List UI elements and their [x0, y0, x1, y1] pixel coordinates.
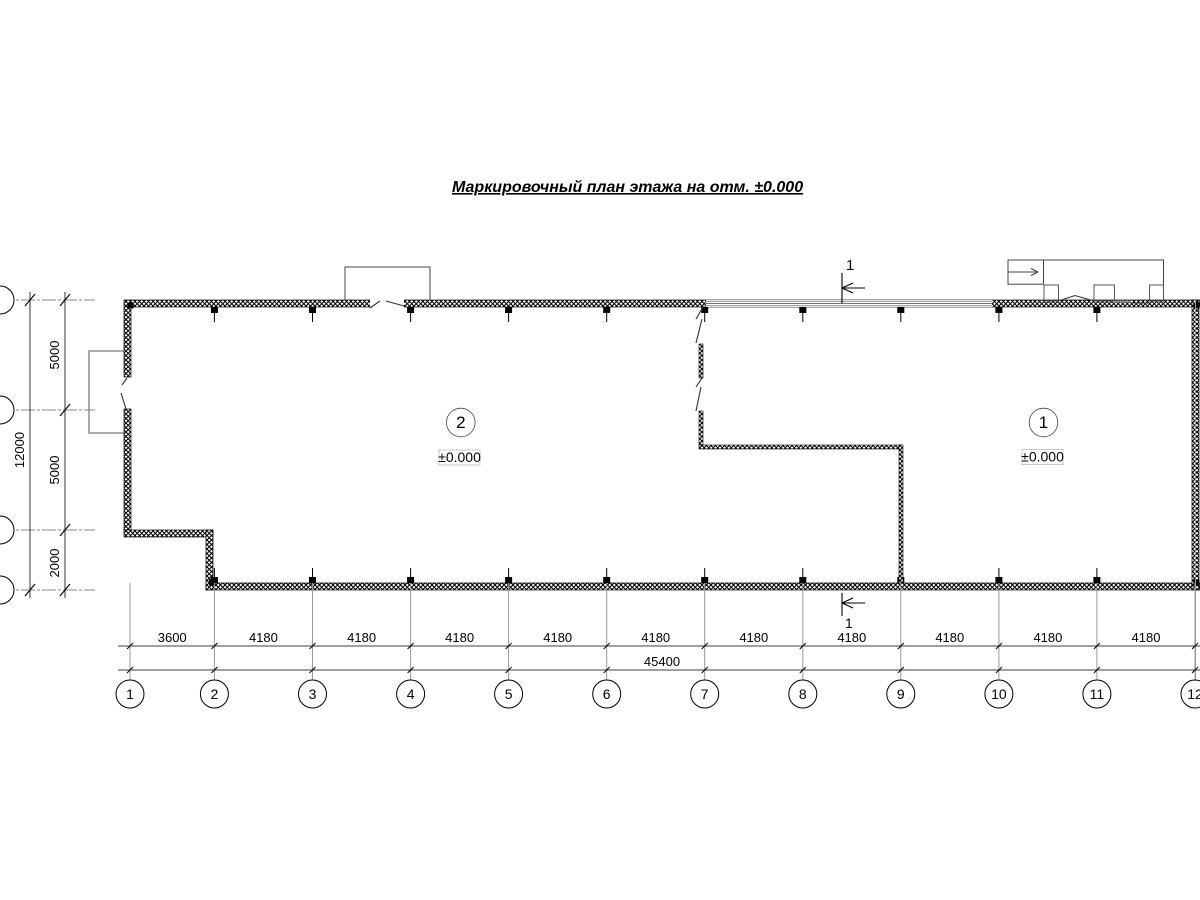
svg-text:4180: 4180 [1132, 630, 1161, 645]
svg-text:Маркировочный план этажа на от: Маркировочный план этажа на отм. ±0.000 [452, 179, 803, 196]
svg-text:11: 11 [1090, 686, 1105, 702]
svg-text:3: 3 [309, 686, 317, 702]
svg-text:2: 2 [456, 413, 465, 432]
svg-text:5000: 5000 [47, 341, 62, 370]
svg-text:5000: 5000 [47, 456, 62, 485]
svg-text:4180: 4180 [641, 630, 670, 645]
svg-text:6: 6 [603, 686, 611, 702]
svg-text:4180: 4180 [935, 630, 964, 645]
svg-text:4180: 4180 [1033, 630, 1062, 645]
svg-text:1: 1 [126, 686, 134, 702]
svg-text:4180: 4180 [249, 630, 278, 645]
svg-text:1: 1 [1039, 413, 1048, 432]
svg-text:±0.000: ±0.000 [1021, 449, 1064, 465]
svg-text:8: 8 [799, 686, 807, 702]
svg-text:4180: 4180 [837, 630, 866, 645]
svg-text:7: 7 [701, 686, 709, 702]
svg-text:2000: 2000 [47, 549, 62, 578]
svg-text:10: 10 [991, 686, 1007, 702]
svg-text:3600: 3600 [158, 630, 187, 645]
svg-text:4180: 4180 [543, 630, 572, 645]
svg-text:4180: 4180 [739, 630, 768, 645]
svg-text:4180: 4180 [347, 630, 376, 645]
svg-text:4180: 4180 [445, 630, 474, 645]
svg-text:45400: 45400 [644, 654, 680, 669]
svg-text:12: 12 [1187, 686, 1200, 702]
svg-text:2: 2 [211, 686, 219, 702]
svg-text:12000: 12000 [12, 432, 27, 468]
svg-text:4: 4 [407, 686, 415, 702]
svg-text:9: 9 [897, 686, 905, 702]
svg-text:±0.000: ±0.000 [438, 449, 481, 465]
svg-text:5: 5 [505, 686, 513, 702]
